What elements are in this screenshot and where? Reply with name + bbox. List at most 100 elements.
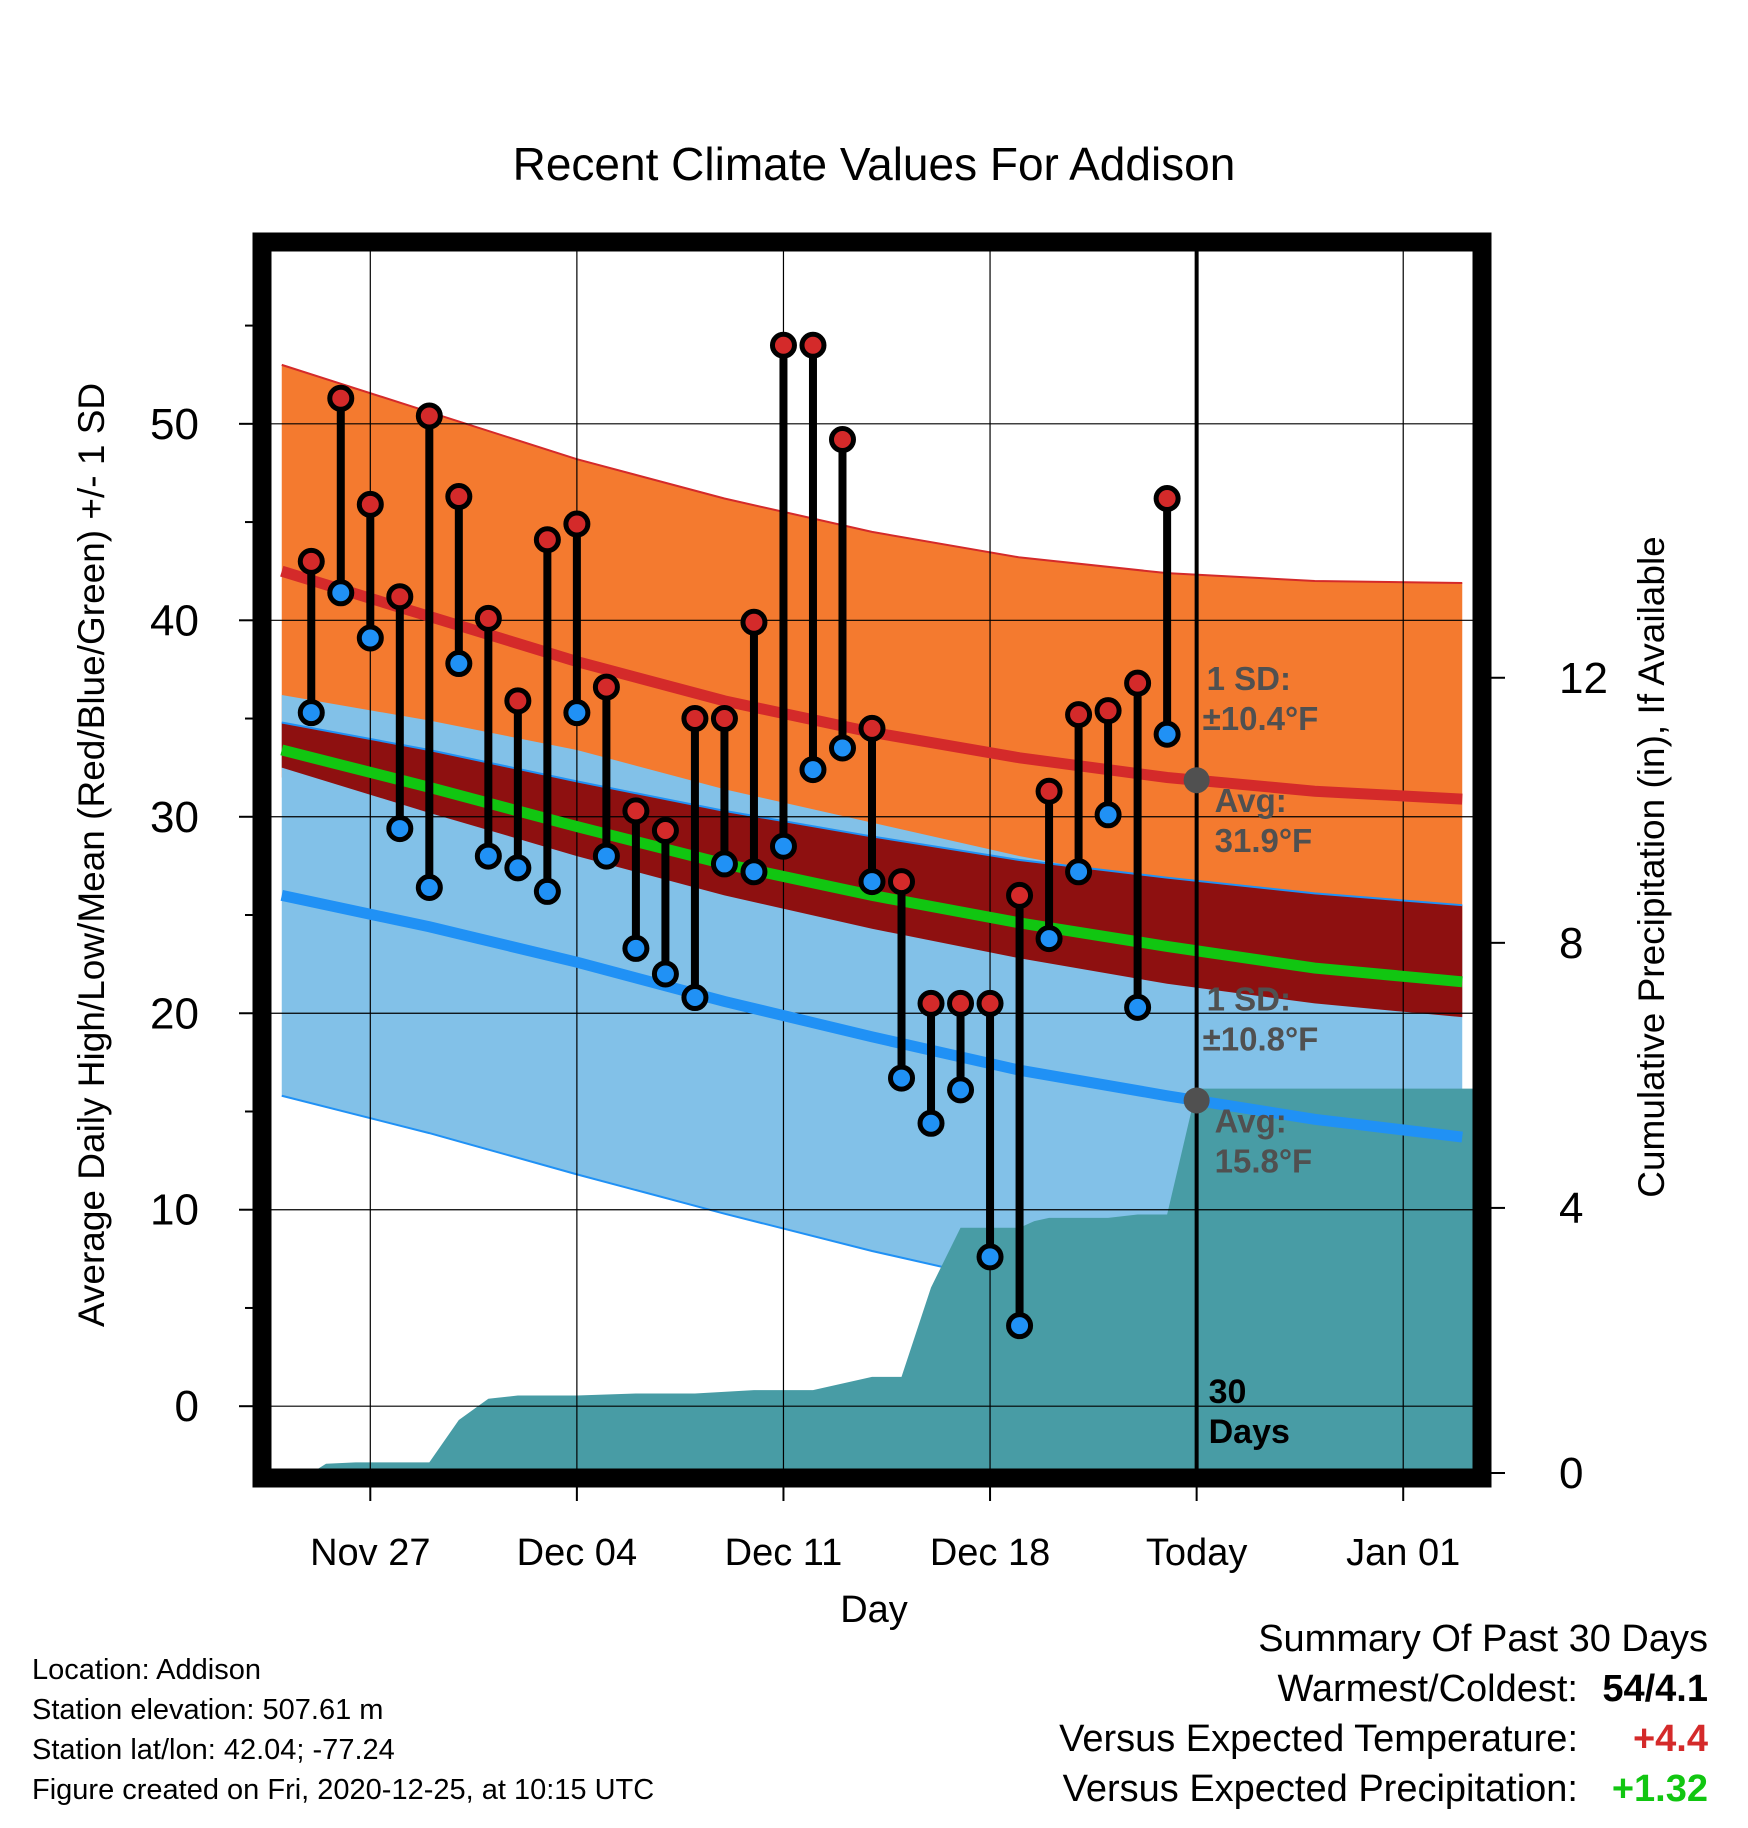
- high-point: [297, 547, 325, 575]
- low-point: [917, 1109, 945, 1137]
- high-point: [917, 989, 945, 1017]
- low-point: [710, 850, 738, 878]
- high-point: [445, 483, 473, 511]
- y-axis-label: Average Daily High/Low/Mean (Red/Blue/Gr…: [71, 383, 112, 1327]
- low-point: [799, 756, 827, 784]
- high-point: [1065, 701, 1093, 729]
- low-point: [1153, 720, 1181, 748]
- low-point: [592, 842, 620, 870]
- temp-label: Versus Expected Temperature:: [1059, 1718, 1578, 1760]
- low-sd-value: ±10.8°F: [1203, 1020, 1319, 1057]
- low-point: [327, 579, 355, 607]
- low-point: [828, 734, 856, 762]
- summary-warmest-row: Warmest/Coldest: 54/4.1: [808, 1664, 1708, 1714]
- high-point: [533, 526, 561, 554]
- x-tick-label: Jan 01: [1346, 1532, 1460, 1574]
- low-point: [386, 815, 414, 843]
- y-tick-label: 20: [150, 989, 199, 1038]
- precip-value: +1.32: [1611, 1768, 1708, 1810]
- high-point: [327, 384, 355, 412]
- high-point: [356, 490, 384, 518]
- high-point: [592, 673, 620, 701]
- figure-created: Figure created on Fri, 2020-12-25, at 10…: [32, 1774, 655, 1806]
- low-point: [622, 934, 650, 962]
- station-elevation: Station elevation: 507.61 m: [32, 1694, 384, 1726]
- chart-title: Recent Climate Values For Addison: [513, 138, 1236, 190]
- temp-value: +4.4: [1632, 1718, 1708, 1760]
- low-point: [533, 877, 561, 905]
- low-point: [681, 984, 709, 1012]
- y-tick-label: 0: [175, 1382, 199, 1431]
- high-point: [858, 714, 886, 742]
- high-point: [710, 705, 738, 733]
- high-point: [1124, 669, 1152, 697]
- y2-tick-label: 0: [1559, 1449, 1583, 1498]
- low-point: [947, 1076, 975, 1104]
- high-point: [622, 797, 650, 825]
- today-high-avg-marker: [1183, 767, 1210, 794]
- summary-heading: Summary Of Past 30 Days: [1258, 1618, 1708, 1660]
- x-tick-label: Dec 11: [725, 1532, 843, 1574]
- y2-axis-label: Cumulative Precipitation (in), If Availa…: [1631, 536, 1672, 1198]
- low-avg-label: Avg:: [1215, 1102, 1287, 1139]
- high-point: [1153, 484, 1181, 512]
- mean-avg-line: [280, 744, 1463, 988]
- low-point: [1124, 993, 1152, 1021]
- low-avg-line: [280, 889, 1463, 1143]
- x-axis-label: Day: [840, 1589, 908, 1631]
- high-point: [563, 510, 591, 538]
- y-tick-label: 40: [150, 596, 199, 645]
- warmest-value: 54/4.1: [1602, 1668, 1708, 1710]
- y-tick-label: 10: [150, 1186, 199, 1235]
- high-point: [1035, 777, 1063, 805]
- high-point: [386, 583, 414, 611]
- high-sd-upper-line: [281, 363, 1463, 584]
- low-point: [1094, 801, 1122, 829]
- low-point: [474, 842, 502, 870]
- station-location: Location: Addison: [32, 1654, 261, 1686]
- y2-tick-label: 4: [1559, 1184, 1583, 1233]
- low-point: [858, 868, 886, 896]
- low-point: [1006, 1312, 1034, 1340]
- days-number: 30: [1209, 1373, 1247, 1411]
- precip-label: Versus Expected Precipitation:: [1062, 1768, 1578, 1810]
- high-sd-label: 1 SD:: [1207, 660, 1291, 697]
- low-point: [563, 699, 591, 727]
- high-point: [740, 608, 768, 636]
- low-point: [356, 624, 384, 652]
- high-point: [769, 331, 797, 359]
- warmest-label: Warmest/Coldest:: [1277, 1668, 1578, 1710]
- low-point: [1065, 858, 1093, 886]
- high-point: [504, 687, 532, 715]
- y-tick-label: 50: [150, 400, 199, 449]
- station-info: Location: Addison Station elevation: 507…: [32, 1650, 654, 1810]
- low-point: [445, 650, 473, 678]
- high-point: [1006, 881, 1034, 909]
- axes: 0 10 20 30 40 50 0 4 8 12 Nov 27 Dec 04 Dec 11 Dec 18…: [150, 232, 1608, 1574]
- station-latlon: Station lat/lon: 42.04; -77.24: [32, 1734, 395, 1766]
- high-point: [888, 868, 916, 896]
- high-point: [474, 604, 502, 632]
- low-point: [769, 832, 797, 860]
- high-point: [828, 426, 856, 454]
- low-avg-value: 15.8°F: [1215, 1142, 1313, 1179]
- low-point: [976, 1243, 1004, 1271]
- high-point: [976, 989, 1004, 1017]
- low-sd-label: 1 SD:: [1207, 980, 1291, 1017]
- high-point: [415, 402, 443, 430]
- x-tick-label: Dec 18: [930, 1532, 1050, 1574]
- days-label: Days: [1209, 1413, 1290, 1451]
- low-point: [504, 854, 532, 882]
- low-point: [651, 960, 679, 988]
- summary-temp-row: Versus Expected Temperature: +4.4: [808, 1714, 1708, 1764]
- high-point: [947, 989, 975, 1017]
- high-point: [651, 817, 679, 845]
- high-sd-value: ±10.4°F: [1203, 700, 1319, 737]
- y2-tick-label: 8: [1559, 919, 1583, 968]
- today-low-avg-marker: [1183, 1087, 1210, 1114]
- precipitation-area: [281, 1088, 1477, 1473]
- plot-frame: [252, 232, 1492, 1488]
